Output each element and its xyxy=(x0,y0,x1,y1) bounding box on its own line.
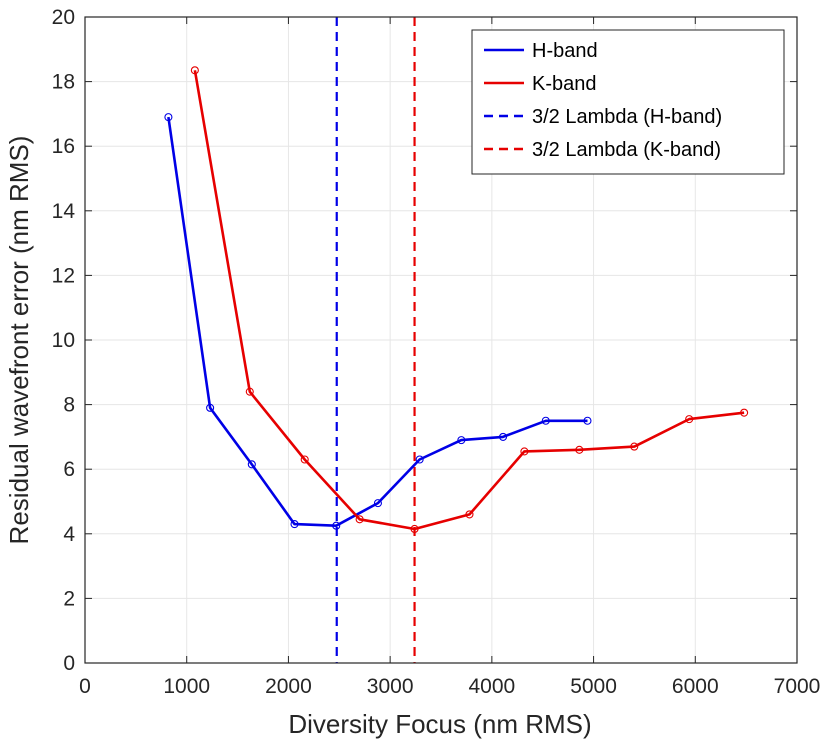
legend-label: H-band xyxy=(532,40,598,62)
y-axis-label: Residual wavefront error (nm RMS) xyxy=(4,136,34,545)
x-tick-label: 6000 xyxy=(672,675,719,698)
x-tick-label: 4000 xyxy=(468,675,515,698)
y-tick-label: 10 xyxy=(52,329,75,352)
x-tick-label: 1000 xyxy=(163,675,210,698)
x-axis-label: Diversity Focus (nm RMS) xyxy=(288,709,591,739)
data-point xyxy=(685,415,694,424)
y-tick-label: 20 xyxy=(52,6,75,29)
data-point xyxy=(300,455,309,464)
data-point xyxy=(355,515,364,524)
legend: H-band K-band 3/2 Lambda (H-band) 3/2 Lambd… xyxy=(471,29,785,175)
data-point xyxy=(290,520,299,529)
x-tick-label: 7000 xyxy=(774,675,821,698)
y-tick-label: 8 xyxy=(63,394,75,417)
data-point xyxy=(164,113,173,122)
legend-label: 3/2 Lambda (K-band) xyxy=(532,139,721,161)
series-line xyxy=(193,70,745,531)
data-point xyxy=(373,499,382,508)
data-point xyxy=(498,432,508,441)
data-series xyxy=(164,66,749,534)
legend-label: K-band xyxy=(532,73,597,95)
x-axis-ticks: 0 1000 2000 3000 4000 5000 6000 7000 xyxy=(79,17,820,698)
data-point xyxy=(520,447,529,456)
data-point xyxy=(415,455,424,464)
data-point xyxy=(410,524,419,534)
data-point xyxy=(740,408,749,417)
data-point xyxy=(575,445,584,454)
data-point xyxy=(332,521,341,530)
data-point xyxy=(583,416,592,425)
data-point xyxy=(206,403,215,412)
data-point xyxy=(630,442,639,451)
x-tick-label: 0 xyxy=(79,675,91,698)
y-tick-label: 4 xyxy=(63,523,75,546)
y-tick-label: 16 xyxy=(52,135,75,158)
series-line xyxy=(167,116,588,528)
legend-label: 3/2 Lambda (H-band) xyxy=(532,106,722,128)
x-tick-label: 5000 xyxy=(570,675,617,698)
y-tick-label: 6 xyxy=(63,458,75,481)
data-point xyxy=(541,416,550,425)
x-tick-label: 3000 xyxy=(367,675,414,698)
legend-box xyxy=(471,29,785,175)
data-point xyxy=(245,387,254,396)
data-point xyxy=(247,460,256,469)
data-point xyxy=(465,510,474,519)
y-tick-label: 2 xyxy=(63,587,75,610)
x-tick-label: 2000 xyxy=(265,675,312,698)
y-tick-label: 14 xyxy=(52,200,76,223)
y-tick-label: 18 xyxy=(52,71,75,94)
data-point xyxy=(190,66,199,75)
reference-lines xyxy=(335,17,416,663)
y-tick-label: 12 xyxy=(52,264,75,287)
y-tick-label: 0 xyxy=(63,652,75,675)
y-axis-ticks: 0 2 4 6 8 10 12 14 16 18 20 xyxy=(52,6,797,675)
data-point xyxy=(457,436,466,445)
